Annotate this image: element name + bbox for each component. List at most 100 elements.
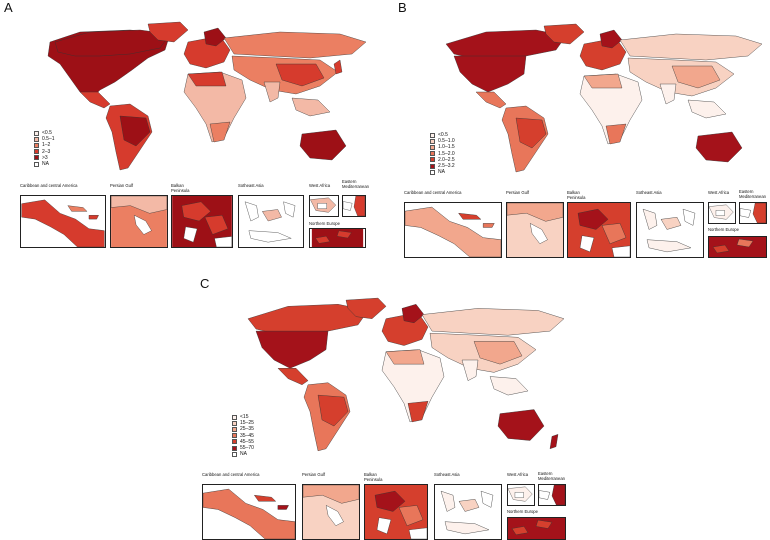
australia-region — [497, 409, 545, 441]
legend-label: <0.5 — [438, 132, 448, 139]
legend-entry: 1–2 — [34, 142, 55, 148]
legend-label: 0.5–1 — [42, 136, 55, 143]
legend-swatch — [430, 132, 435, 138]
legend-entry: 1.5–2.0 — [430, 151, 455, 157]
russia-region — [619, 33, 763, 61]
legend-label: NA — [42, 161, 49, 168]
inset-caribbean — [20, 195, 106, 248]
inset-west-africa-map — [508, 486, 533, 502]
inset-caribbean-map — [21, 199, 105, 247]
inset-southeast-asia-map — [440, 490, 494, 535]
inset-northern-europe-map — [311, 229, 364, 247]
legend-label: 45–55 — [240, 438, 254, 445]
inset-eastern-med-map — [539, 485, 565, 505]
panel-b-legend: <0.5 0.5–1.0 1.0–1.5 1.5–2.0 2.0–2.5 2.5… — [430, 132, 455, 175]
inset-persian-gulf-map — [303, 485, 359, 539]
legend-swatch — [232, 451, 237, 457]
inset-eastern-med — [739, 202, 767, 224]
inset-persian-gulf — [302, 484, 360, 540]
legend-entry: 1.0–1.5 — [430, 144, 455, 150]
inset-balkan — [171, 195, 233, 248]
inset-title-caribbean: Caribbean and central America — [202, 472, 260, 477]
inset-balkan-map — [172, 196, 232, 247]
inset-caribbean — [202, 484, 296, 540]
australia-region — [299, 129, 347, 161]
legend-label: 35–45 — [240, 432, 254, 439]
legend-entry: 45–55 — [232, 439, 254, 445]
russia-region — [223, 31, 367, 59]
legend-label: <15 — [240, 414, 249, 421]
north-africa-region — [385, 349, 425, 365]
inset-west-africa — [708, 202, 736, 224]
india-region — [263, 81, 281, 103]
inset-balkan — [364, 484, 428, 540]
legend-label: NA — [438, 169, 445, 176]
legend-label: 2–3 — [42, 148, 51, 155]
inset-west-africa — [309, 195, 339, 217]
inset-caribbean-map — [203, 488, 295, 539]
inset-persian-gulf — [110, 195, 168, 248]
panel-b-letter: B — [398, 0, 407, 15]
legend-entry: 2.0–2.5 — [430, 157, 455, 163]
panel-c-letter: C — [200, 276, 210, 291]
inset-northern-europe-map — [508, 518, 565, 539]
inset-balkan-map — [365, 485, 427, 539]
legend-swatch — [232, 445, 237, 451]
scandinavia-region — [599, 29, 623, 49]
legend-label: 2.0–2.5 — [438, 156, 455, 163]
legend-entry: NA — [430, 169, 455, 175]
inset-title-southeast-asia: Sotheast Asia — [238, 183, 264, 188]
inset-title-northern-europe: Northern Europe — [507, 509, 538, 514]
inset-title-northern-europe: Northern Europe — [708, 227, 739, 232]
legend-label: 2.5–3.2 — [438, 163, 455, 170]
canada-region — [54, 29, 171, 57]
inset-southeast-asia — [238, 195, 304, 248]
southern-africa-region — [605, 123, 627, 145]
inset-title-balkan: Balkan Peninsula — [171, 183, 190, 193]
southeast-asia-region — [291, 97, 331, 117]
legend-entry: 55–70 — [232, 445, 254, 451]
inset-persian-gulf-map — [111, 196, 167, 247]
inset-northern-europe — [708, 236, 767, 258]
legend-swatch — [34, 155, 39, 161]
legend-entry: NA — [34, 161, 55, 167]
inset-northern-europe — [507, 517, 566, 540]
legend-label: >3 — [42, 154, 48, 161]
inset-caribbean-map — [405, 206, 501, 257]
australia-region — [695, 131, 743, 163]
brazil-region — [119, 115, 151, 147]
japan-region — [333, 59, 343, 75]
panel-a-legend: <0.5 0.5–1 1–2 2–3 >3 NA — [34, 130, 55, 167]
inset-title-persian-gulf: Persian Gulf — [506, 190, 530, 195]
legend-entry: 35–45 — [232, 433, 254, 439]
legend-swatch — [232, 414, 237, 420]
inset-title-persian-gulf: Persian Gulf — [302, 472, 326, 477]
scandinavia-region — [203, 27, 227, 47]
inset-southeast-asia — [636, 202, 704, 258]
southern-africa-region — [209, 121, 231, 143]
legend-swatch — [430, 138, 435, 144]
legend-swatch — [34, 130, 39, 136]
southeast-asia-region — [489, 376, 529, 396]
legend-entry: >3 — [34, 155, 55, 161]
north-africa-region — [583, 73, 623, 89]
mexico-region — [79, 91, 111, 109]
panel-a-letter: A — [4, 0, 13, 15]
brazil-region — [317, 394, 349, 427]
inset-title-balkan: Balkan Peninsula — [364, 472, 383, 482]
southern-africa-region — [407, 401, 429, 423]
russia-region — [421, 308, 565, 336]
greenland-region — [147, 21, 189, 43]
greenland-region — [345, 297, 387, 319]
inset-title-eastern-med: Eastern Mediterranean — [538, 471, 566, 481]
inset-balkan-map — [568, 203, 630, 257]
legend-swatch — [430, 157, 435, 163]
legend-entry: 25–35 — [232, 426, 254, 432]
legend-label: 1.0–1.5 — [438, 144, 455, 151]
legend-swatch — [232, 426, 237, 432]
legend-entry: NA — [232, 451, 254, 457]
panel-c-legend: <15 15–25 25–35 35–45 45–55 55–70 NA — [232, 414, 254, 457]
inset-title-west-africa: West Africa — [708, 190, 730, 195]
legend-swatch — [430, 151, 435, 157]
legend-label: 1–2 — [42, 142, 51, 149]
